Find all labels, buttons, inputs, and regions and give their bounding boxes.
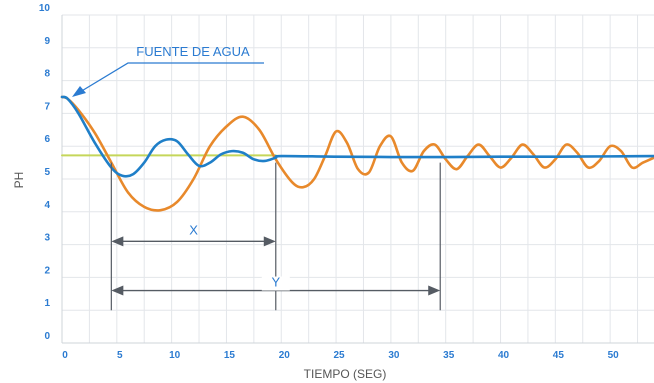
x-tick-label: 35 xyxy=(443,350,455,361)
y-tick-label: 1 xyxy=(44,298,50,309)
x-tick-label: 30 xyxy=(388,350,400,361)
x-tick-label: 50 xyxy=(608,350,620,361)
source-arrowhead xyxy=(72,86,86,97)
x-tick-label: 20 xyxy=(279,350,291,361)
x-tick-label: 5 xyxy=(117,350,123,361)
interval-y-label: Y xyxy=(271,275,280,290)
y-tick-label: 3 xyxy=(44,233,50,244)
y-tick-label: 6 xyxy=(44,134,50,145)
series-group xyxy=(60,95,654,212)
interval-y-label-bg xyxy=(261,276,290,291)
series-line-orange xyxy=(60,95,654,212)
y-axis-title: PH xyxy=(12,172,26,189)
y-tick-label: 5 xyxy=(44,167,50,178)
x-tick-label: 45 xyxy=(553,350,565,361)
x-tick-label: 40 xyxy=(498,350,510,361)
y-tick-label: 4 xyxy=(44,200,50,211)
y-tick-label: 2 xyxy=(44,265,50,276)
y-tick-label: 9 xyxy=(44,36,50,47)
x-tick-label: 0 xyxy=(62,350,68,361)
annotations xyxy=(72,62,441,311)
series-line-blue xyxy=(60,95,654,178)
water-source-label: FUENTE DE AGUA xyxy=(136,44,250,59)
source-leader-line xyxy=(79,62,264,93)
y-tick-label: 0 xyxy=(44,331,50,342)
interval-x-label: X xyxy=(189,222,198,237)
x-tick-labels: 0 5 10 15 20 25 30 35 40 45 50 xyxy=(62,350,619,361)
x-axis-title: TIEMPO (SEG) xyxy=(304,367,387,381)
y-tick-label: 10 xyxy=(39,3,51,14)
y-tick-label: 7 xyxy=(44,101,50,112)
y-tick-labels: 0 1 2 3 4 5 6 7 8 9 10 xyxy=(39,3,51,342)
interval-x-arrow xyxy=(111,236,276,247)
x-tick-label: 10 xyxy=(169,350,181,361)
x-tick-label: 15 xyxy=(224,350,236,361)
grid xyxy=(61,14,654,344)
y-tick-label: 8 xyxy=(44,69,50,80)
x-tick-label: 25 xyxy=(334,350,346,361)
